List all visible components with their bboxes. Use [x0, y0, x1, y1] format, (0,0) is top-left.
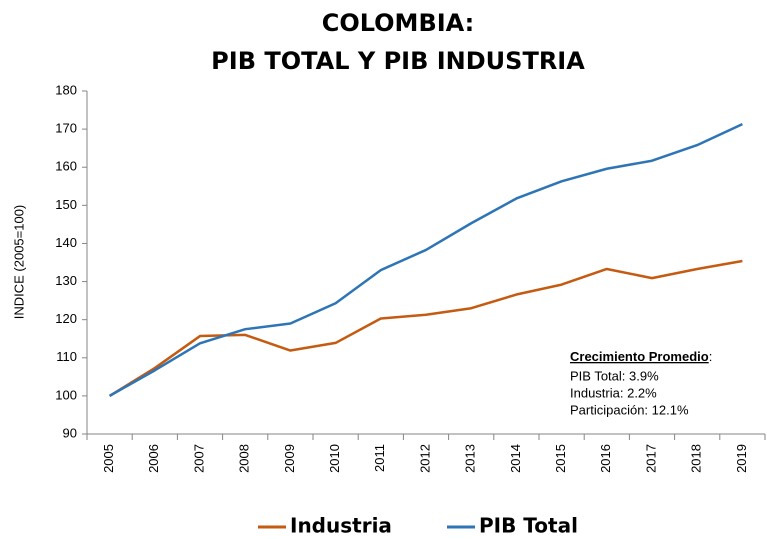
series-line [108, 259, 743, 397]
x-tick-label: 2014 [508, 444, 523, 473]
annotation-line: Participación: 12.1% [570, 402, 689, 417]
x-tick-label: 2010 [327, 444, 342, 473]
x-tick-label: 2019 [734, 444, 749, 473]
y-tick-label: 110 [56, 349, 77, 364]
annotation-heading: Crecimiento Promedio: [570, 349, 712, 364]
chart-title: PIB TOTAL Y PIB INDUSTRIA [211, 47, 585, 75]
annotation-line: PIB Total: 3.9% [570, 368, 659, 383]
y-tick-label: 140 [55, 235, 77, 250]
x-tick-label: 2006 [146, 444, 161, 473]
x-tick-label: 2017 [643, 444, 658, 473]
x-tick-label: 2016 [598, 444, 613, 473]
annotation-line: Industria: 2.2% [570, 385, 657, 400]
x-tick-label: 2009 [282, 444, 297, 473]
annotation-heading-text: Crecimiento Promedio [570, 349, 709, 364]
y-axis-title: INDICE (2005=100) [11, 205, 26, 320]
y-tick-label: 150 [55, 197, 77, 212]
x-tick-label: 2013 [463, 444, 478, 473]
x-tick-label: 2011 [372, 444, 387, 472]
x-tick-label: 2012 [417, 444, 432, 473]
y-tick-label: 100 [55, 387, 77, 402]
y-tick-label: 170 [55, 121, 77, 136]
annotation-heading-suffix: : [709, 349, 713, 364]
x-tick-label: 2018 [689, 444, 704, 473]
x-tick-label: 2008 [237, 444, 252, 473]
x-tick-label: 2015 [553, 444, 568, 473]
legend-label: PIB Total [479, 514, 578, 538]
series-line [108, 123, 743, 397]
y-tick-label: 160 [55, 159, 77, 174]
x-tick-label: 2007 [191, 444, 206, 473]
y-tick-label: 180 [55, 82, 77, 97]
y-tick-label: 90 [63, 425, 77, 440]
chart-title: COLOMBIA: [322, 9, 475, 37]
legend-label: Industria [290, 514, 392, 538]
x-tick-label: 2005 [101, 444, 116, 473]
y-tick-label: 130 [55, 273, 77, 288]
y-tick-label: 120 [55, 311, 77, 326]
